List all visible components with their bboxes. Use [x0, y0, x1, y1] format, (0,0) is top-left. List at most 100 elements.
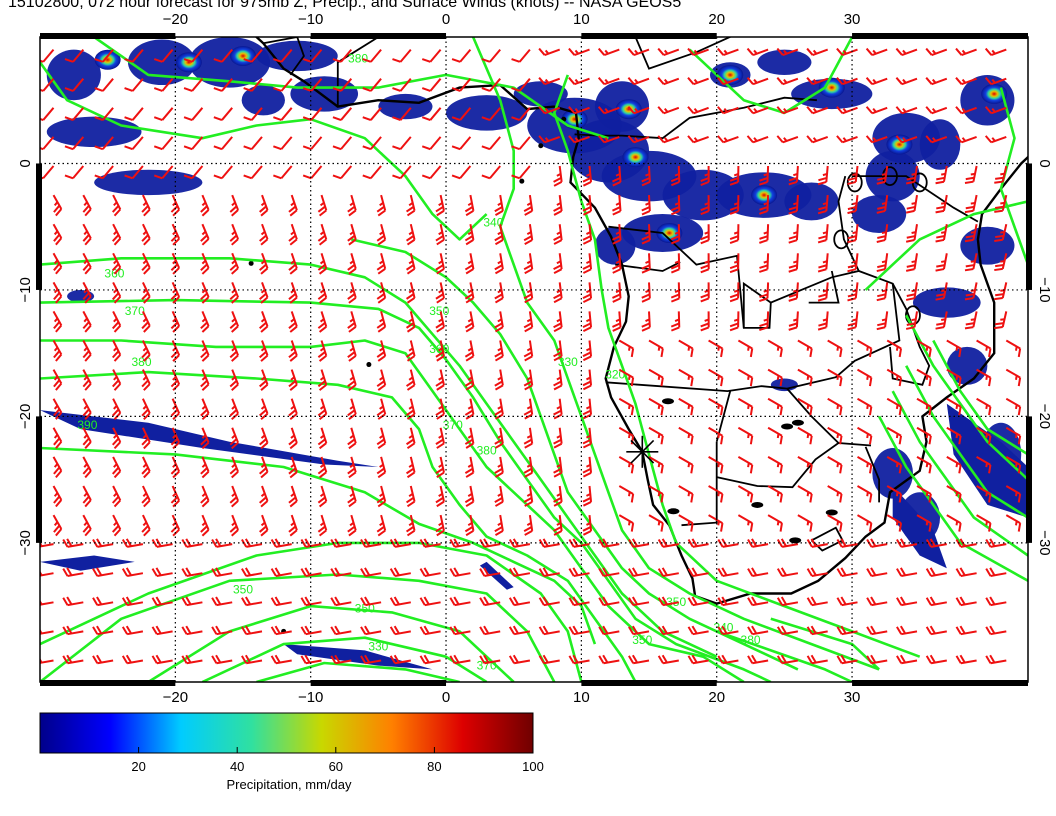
wind-barb — [976, 397, 992, 416]
wind-barb — [628, 538, 650, 548]
wind-barb — [449, 567, 471, 577]
wind-barb — [494, 369, 504, 391]
wind-barb — [40, 107, 55, 121]
wind-barb — [836, 567, 858, 577]
wind-barb — [597, 77, 620, 86]
contour-label: 320 — [605, 367, 625, 381]
wind-barb — [597, 106, 620, 115]
country-border — [263, 37, 305, 76]
contour-label: 340 — [483, 216, 503, 230]
wind-barb — [151, 538, 173, 548]
wind-barb — [729, 311, 740, 332]
wind-barb — [151, 596, 173, 607]
wind-barb — [259, 514, 269, 537]
precip-band — [946, 403, 1028, 518]
wind-barb — [82, 485, 92, 508]
wind-barb — [648, 456, 664, 474]
wind-barb — [687, 77, 709, 86]
wind-barb — [788, 195, 799, 215]
wind-barb — [955, 77, 977, 86]
salt-pan — [781, 423, 794, 430]
wind-barb — [259, 456, 269, 479]
wind-barb — [767, 368, 783, 387]
wind-barb — [568, 596, 590, 607]
wind-barb — [451, 48, 472, 63]
wind-barb — [597, 47, 620, 57]
wind-barb — [729, 195, 740, 215]
wind-barb — [464, 485, 475, 508]
wind-barb — [1005, 339, 1022, 358]
country-border — [716, 442, 840, 489]
wind-barbs — [40, 47, 1022, 665]
wind-barb — [464, 340, 475, 362]
wind-barb — [806, 106, 829, 115]
wind-barb — [111, 485, 122, 508]
contour-label: 380 — [741, 633, 761, 647]
wind-barb — [494, 253, 504, 275]
wind-barb — [52, 252, 63, 275]
wind-barb — [598, 625, 620, 636]
wind-barb — [347, 311, 357, 333]
wind-barb — [857, 397, 873, 416]
wind-barb — [360, 596, 382, 607]
wind-barb — [229, 340, 239, 362]
wind-barb — [628, 625, 650, 636]
wind-barb — [678, 368, 694, 387]
wind-barb — [508, 567, 531, 577]
salt-pan — [661, 398, 674, 405]
frame-segment — [581, 33, 717, 39]
height-contour — [351, 238, 799, 671]
wind-barb — [464, 311, 475, 333]
wind-barb — [776, 106, 799, 115]
wind-barb — [479, 654, 501, 665]
frame-segment — [40, 680, 176, 686]
wind-barb — [332, 48, 353, 63]
wind-barb — [700, 282, 710, 303]
wind-barb — [568, 106, 590, 115]
lon-tick-label-bottom: 10 — [573, 689, 590, 706]
wind-barb — [700, 253, 710, 274]
colorbar-tick-label: 40 — [230, 759, 244, 774]
wind-barb — [229, 252, 239, 275]
wind-barb — [153, 107, 174, 121]
wind-barb — [905, 282, 918, 301]
wind-barb — [62, 625, 84, 636]
wind-barb — [511, 107, 531, 121]
height-contour — [40, 573, 556, 682]
wind-barb — [405, 282, 416, 304]
wind-barb — [916, 368, 932, 387]
wind-barb — [141, 340, 151, 362]
wind-barb — [405, 340, 416, 362]
wind-barb — [776, 654, 799, 665]
wind-barb — [259, 194, 269, 217]
wind-barb — [183, 48, 204, 63]
wind-barb — [332, 107, 353, 121]
wind-barb — [405, 223, 416, 246]
wind-barb — [747, 538, 769, 548]
wind-barb — [40, 78, 55, 92]
wind-barb — [935, 311, 948, 330]
wind-barb — [994, 282, 1008, 301]
wind-barb — [213, 107, 233, 121]
wind-barb — [317, 514, 328, 537]
wind-barb — [708, 368, 724, 387]
wind-barb — [229, 194, 239, 217]
height-contour — [201, 636, 488, 682]
wind-barb — [1005, 426, 1022, 445]
wind-barb — [435, 194, 445, 217]
wind-barb — [82, 310, 92, 333]
wind-barb — [170, 310, 181, 333]
lat-tick-label-right: −30 — [1036, 530, 1053, 555]
wind-barb — [925, 596, 947, 607]
wind-barb — [494, 514, 504, 537]
wind-barb — [905, 224, 918, 243]
wind-barb — [776, 47, 799, 57]
wind-barb — [886, 514, 903, 532]
wind-barb — [419, 654, 441, 665]
wind-barb — [836, 47, 858, 57]
wind-barb — [717, 654, 739, 665]
wind-barb — [362, 48, 382, 63]
wind-barb — [523, 398, 534, 420]
wind-barb — [925, 135, 948, 144]
wind-barb — [553, 311, 563, 333]
